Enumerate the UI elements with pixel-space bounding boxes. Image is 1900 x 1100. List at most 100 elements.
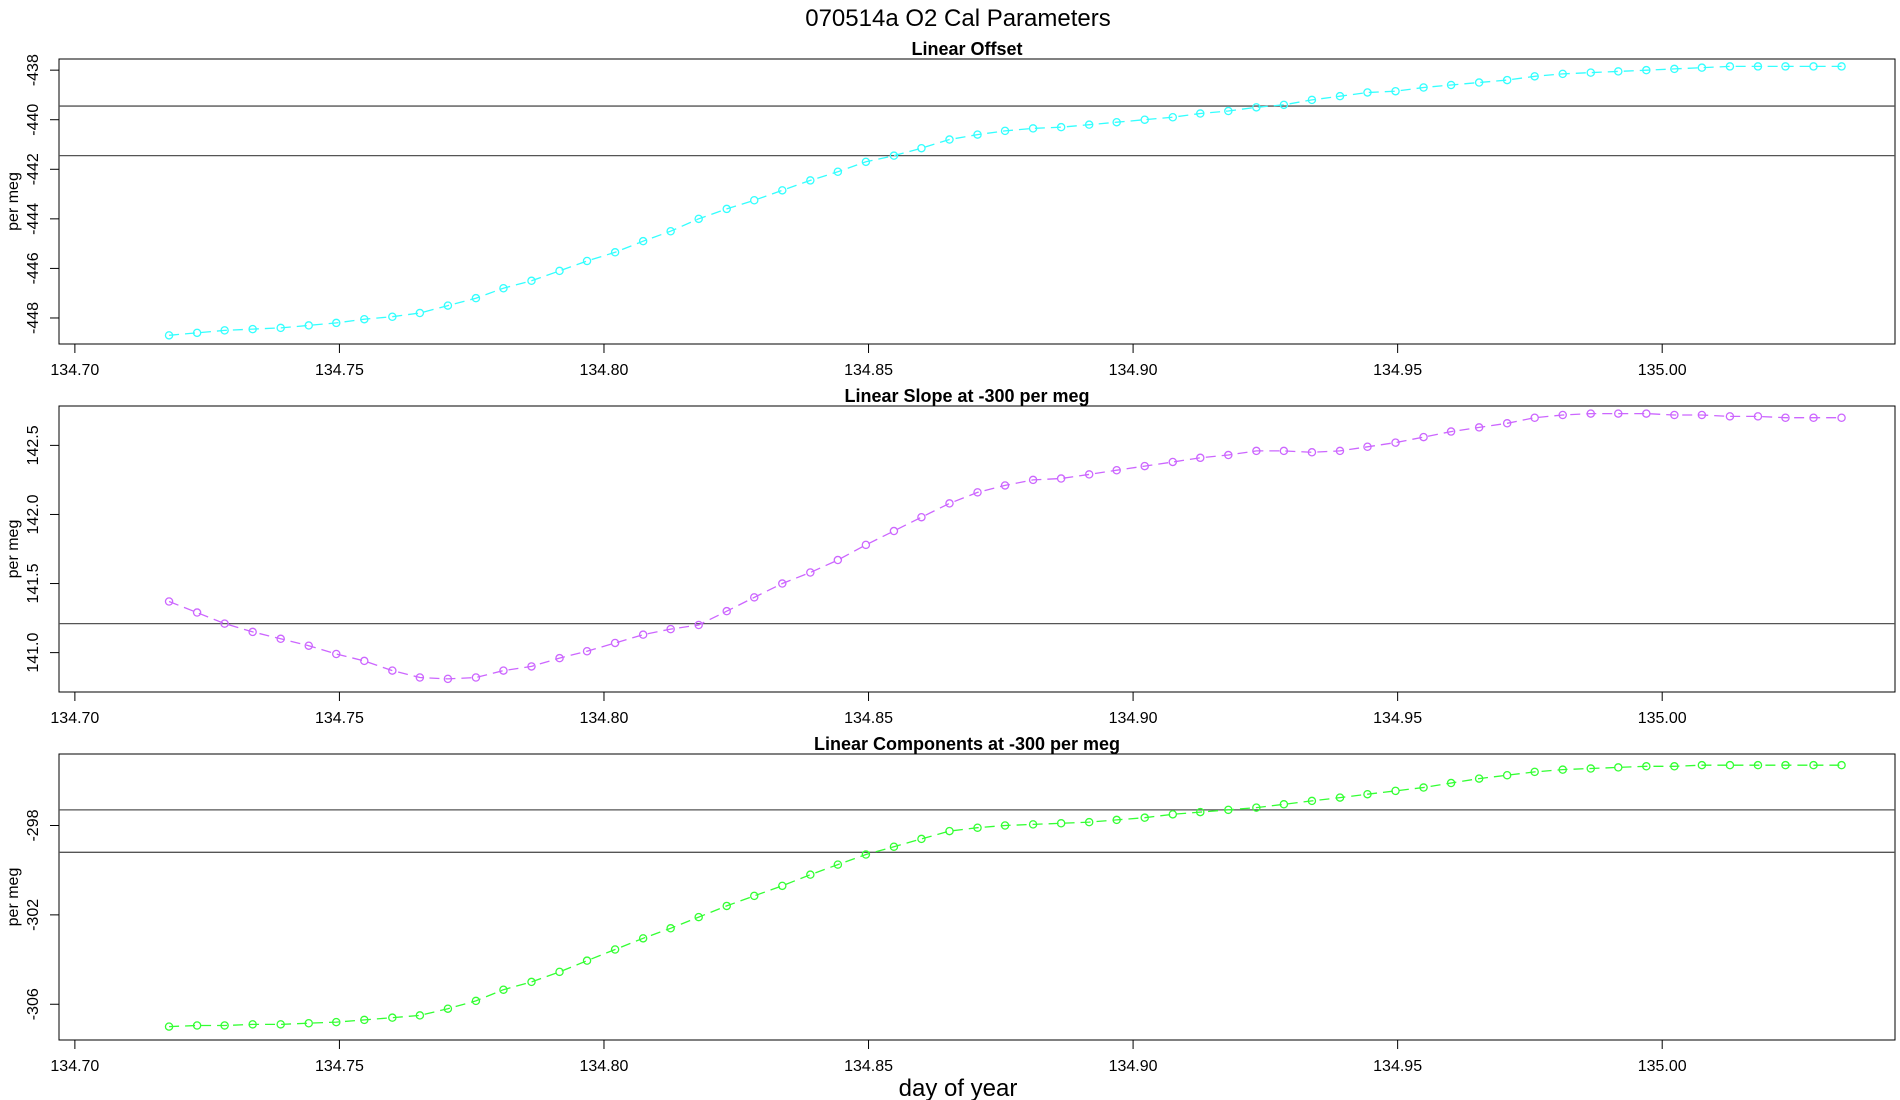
data-point [1586, 68, 1596, 77]
data-point [1530, 413, 1539, 422]
data-point [1000, 821, 1010, 830]
y-tick-label: -438 [25, 54, 42, 86]
data-point [555, 266, 564, 276]
data-point [1028, 124, 1038, 133]
data-point [1252, 446, 1261, 456]
data-point [1140, 115, 1149, 124]
x-tick-label: 134.90 [1109, 1058, 1158, 1075]
panel-title: Linear Offset [911, 39, 1022, 59]
data-point [1530, 767, 1539, 777]
data-point [582, 256, 592, 266]
data-point [1112, 465, 1121, 475]
data-point [471, 293, 481, 303]
plot-frame [58, 405, 1896, 693]
data-point [1781, 413, 1790, 422]
data-point [806, 870, 815, 879]
data-point [722, 204, 731, 214]
data-point [889, 151, 899, 160]
data-point [1335, 446, 1345, 456]
x-tick-label: 134.95 [1373, 362, 1422, 379]
y-tick-label: -440 [25, 104, 42, 136]
data-point [806, 568, 815, 577]
data-point [527, 276, 536, 286]
data-point [973, 130, 982, 139]
data-point [833, 555, 843, 565]
data-point [1809, 413, 1818, 422]
x-tick-label: 134.75 [315, 1058, 364, 1075]
data-point [694, 620, 703, 630]
series-line [169, 764, 1842, 1028]
data-point [1028, 475, 1038, 485]
data-point [861, 540, 871, 550]
data-point [917, 834, 926, 844]
x-tick-label: 135.00 [1638, 362, 1687, 379]
data-point [1502, 419, 1512, 428]
data-point [555, 967, 564, 977]
data-point [1614, 409, 1623, 418]
data-point [555, 653, 564, 663]
data-point [1642, 762, 1651, 771]
data-point [1558, 69, 1567, 79]
data-point [415, 673, 425, 682]
data-point [722, 901, 731, 911]
x-tick-label: 135.00 [1638, 710, 1687, 727]
data-point [1028, 820, 1038, 829]
data-point [1000, 481, 1010, 490]
y-tick-label: 142.5 [25, 425, 42, 465]
panel-3: Linear Components at -300 per meg per meg… [5, 734, 1896, 1075]
data-point [1335, 793, 1345, 802]
data-point [360, 656, 369, 666]
series-line [169, 65, 1842, 336]
data-point [666, 226, 675, 236]
data-point [1809, 62, 1818, 71]
y-tick-label: 141.0 [25, 633, 42, 673]
data-point [945, 499, 954, 508]
data-point [1168, 112, 1178, 122]
data-point [1670, 410, 1679, 420]
x-tick-label: 134.95 [1373, 710, 1422, 727]
data-point [1196, 807, 1205, 817]
data-point [1391, 438, 1400, 447]
plot-frame [58, 753, 1896, 1041]
data-point [1307, 95, 1317, 105]
data-point [1474, 423, 1484, 432]
x-axis-label: day of year [899, 1075, 1018, 1100]
data-point [1502, 75, 1512, 85]
data-point [1837, 413, 1846, 422]
data-point [1446, 427, 1456, 436]
data-point [388, 312, 397, 321]
y-tick-label: -444 [25, 203, 42, 235]
y-tick-label: -298 [25, 809, 42, 841]
x-tick-label: 134.80 [580, 1058, 629, 1075]
data-point [276, 1020, 285, 1029]
data-point [1614, 67, 1623, 76]
x-tick-label: 134.85 [844, 1058, 893, 1075]
data-point [1112, 815, 1121, 825]
data-point [889, 526, 899, 536]
data-point [1837, 62, 1846, 71]
data-point [192, 328, 202, 338]
data-point [1586, 409, 1596, 418]
figure-title: 070514a O2 Cal Parameters [805, 5, 1111, 32]
data-point [749, 891, 759, 901]
data-point [1140, 813, 1149, 822]
data-point [610, 638, 620, 648]
data-point [917, 512, 926, 522]
data-point [778, 579, 787, 588]
data-point [1474, 78, 1484, 87]
data-point [1224, 106, 1233, 116]
data-point [164, 597, 174, 606]
data-point [1335, 91, 1345, 101]
data-point [443, 301, 453, 310]
plot-frame [58, 58, 1896, 345]
data-point [1391, 786, 1400, 796]
data-point [220, 326, 229, 335]
data-point [192, 1021, 202, 1030]
data-point [1056, 819, 1066, 828]
data-point [1558, 765, 1567, 774]
data-point [332, 1017, 341, 1027]
data-point [1279, 100, 1289, 110]
data-point [1530, 72, 1539, 81]
x-tick-label: 134.70 [50, 1058, 99, 1075]
data-point [1363, 442, 1372, 452]
